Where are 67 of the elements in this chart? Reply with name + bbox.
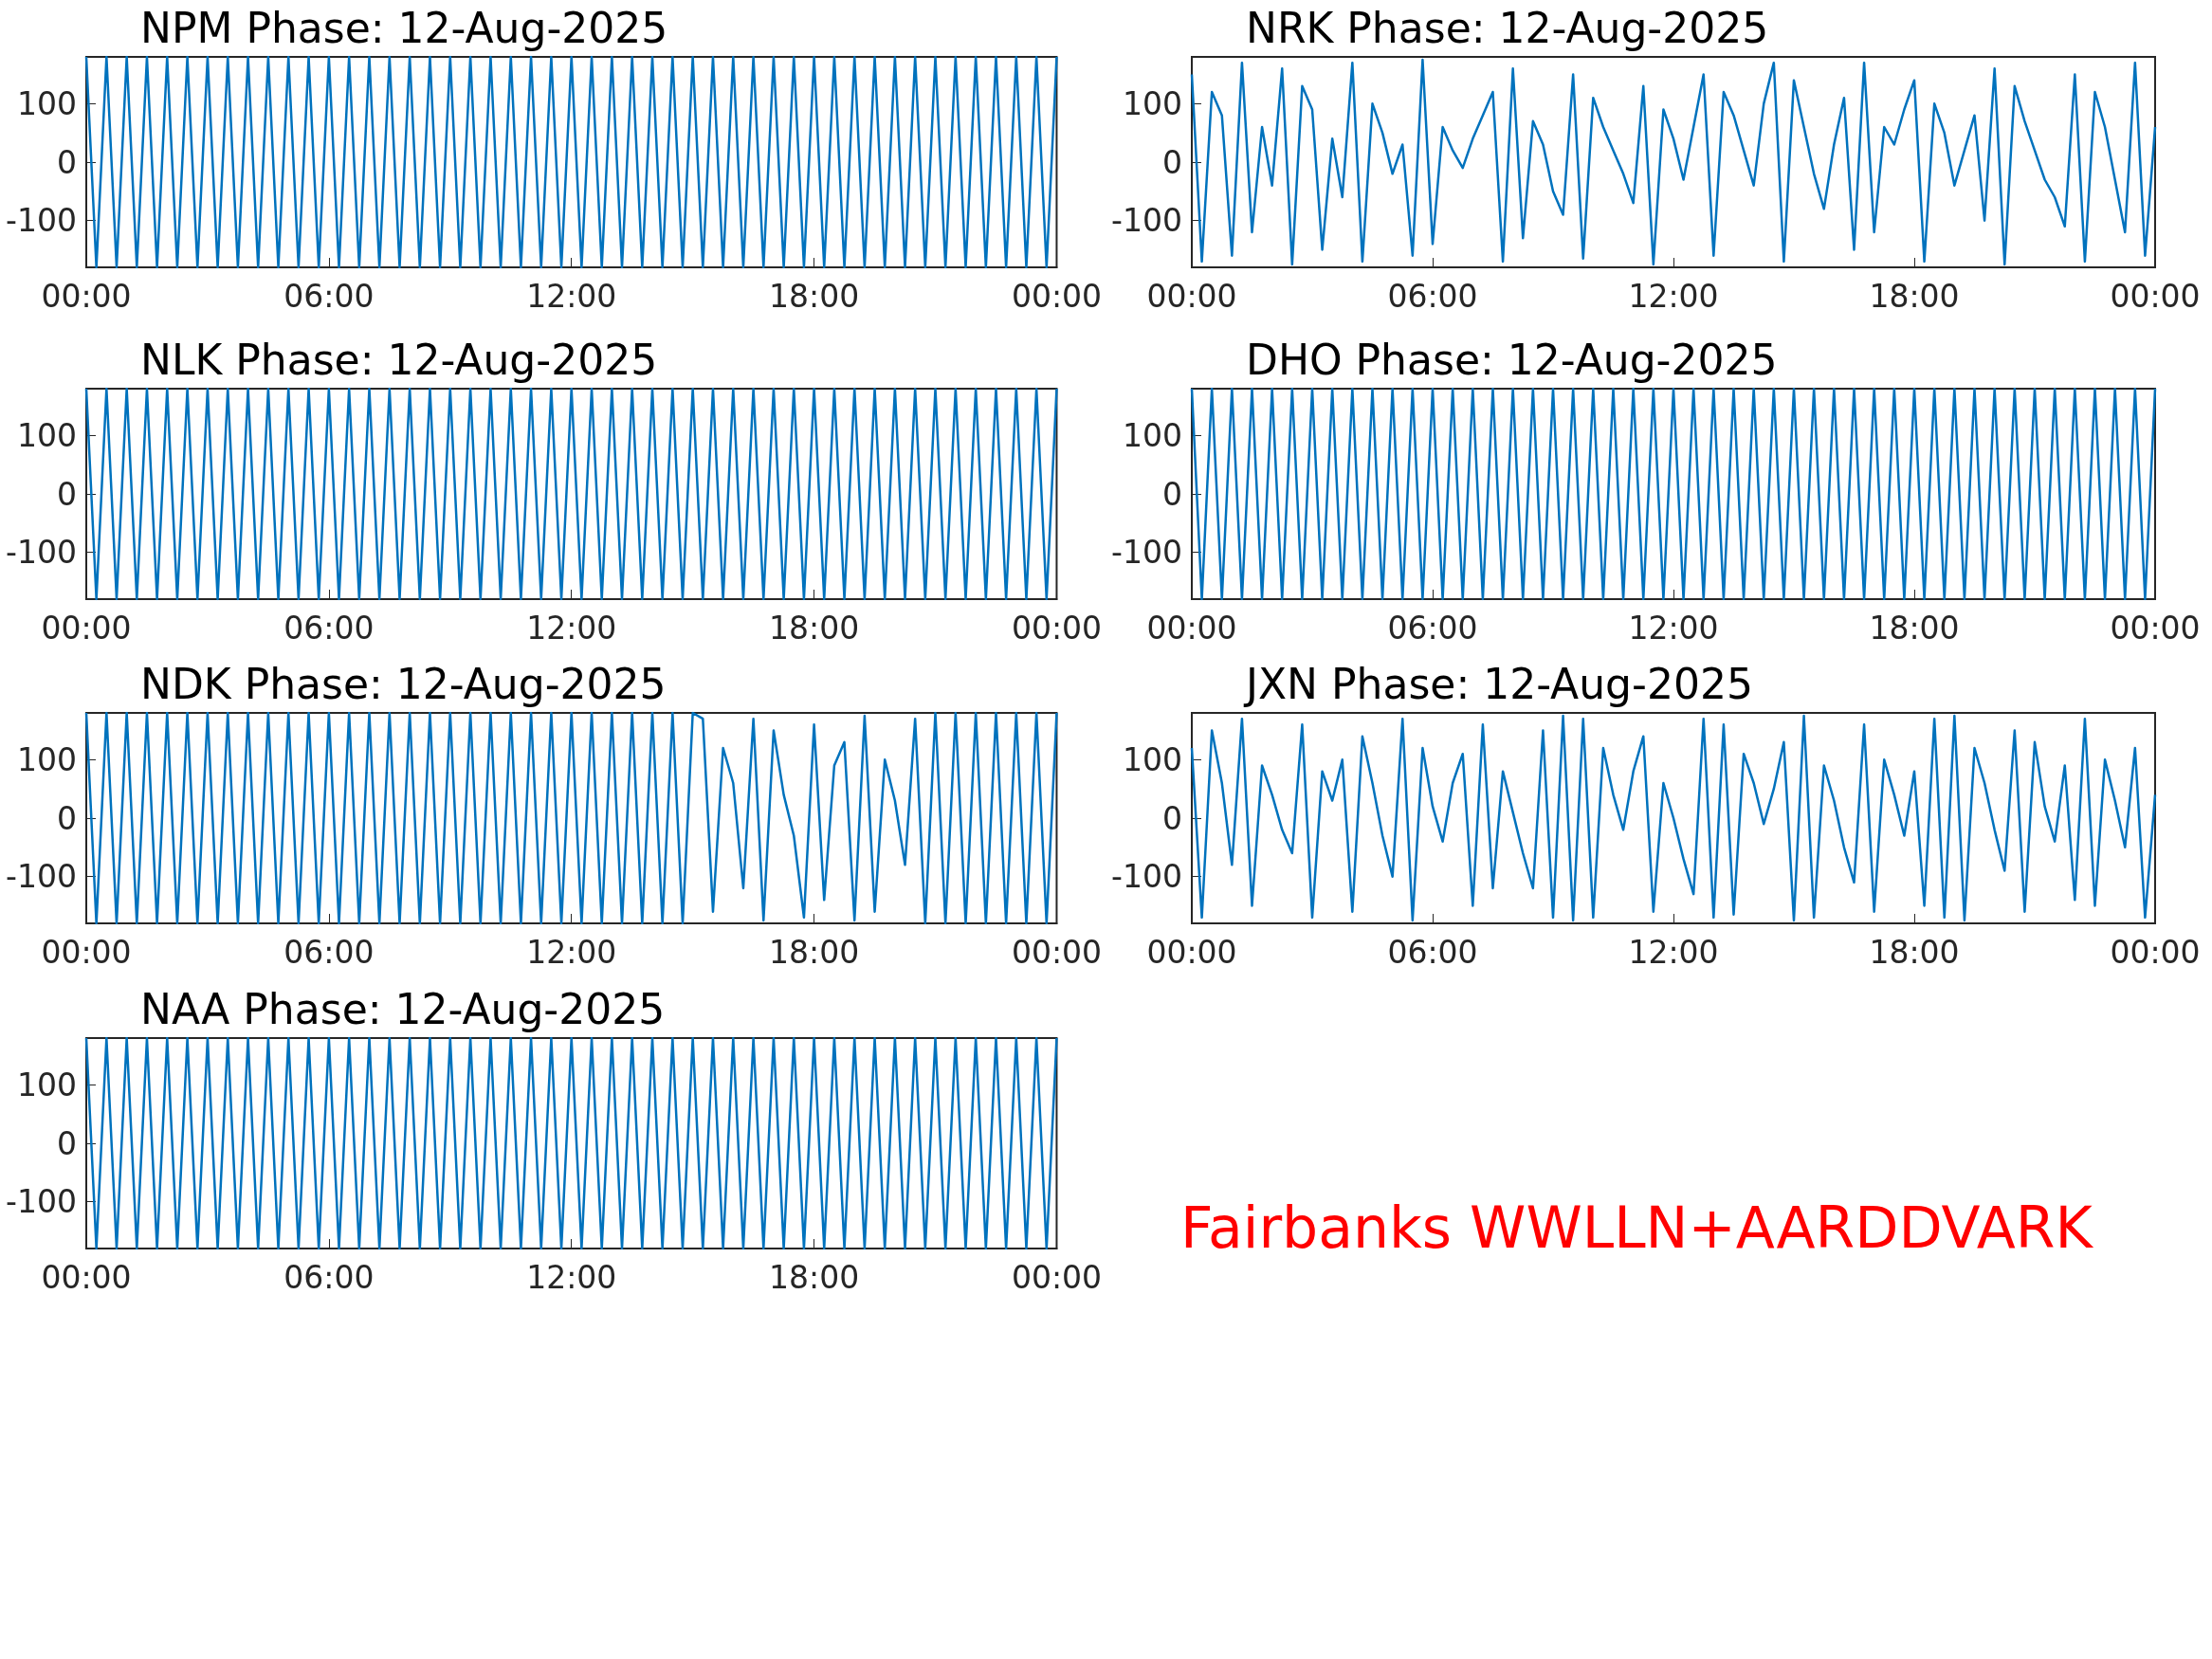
x-tick-label: 00:00 — [1011, 610, 1102, 647]
x-tick-label: 12:00 — [526, 610, 617, 647]
text: Fairbanks WWLLN+AARDDVARK — [1180, 1194, 2094, 1261]
x-tick-label: 06:00 — [1387, 278, 1478, 315]
y-tick-label: -100 — [1111, 858, 1182, 896]
y-tick-label: 0 — [1162, 143, 1182, 181]
x-tick-label: 12:00 — [526, 278, 617, 315]
y-tick-label: 100 — [17, 1066, 77, 1103]
x-tick-label: 18:00 — [769, 610, 860, 647]
y-tick-label: 0 — [57, 799, 77, 837]
x-tick-label: 00:00 — [1011, 278, 1102, 315]
chart-title: NPM Phase: 12-Aug-2025 — [140, 3, 668, 52]
y-tick-label: 100 — [17, 84, 77, 122]
x-tick-label: 12:00 — [1628, 278, 1719, 315]
y-tick-label: 100 — [17, 416, 77, 454]
x-tick-label: 18:00 — [1869, 610, 1960, 647]
y-tick-label: 100 — [1123, 740, 1182, 778]
line-series — [84, 711, 1058, 925]
x-tick-label: 00:00 — [41, 934, 132, 971]
x-tick-label: 06:00 — [283, 610, 375, 647]
x-tick-label: 00:00 — [41, 1259, 132, 1296]
y-tick-label: 100 — [1123, 416, 1182, 454]
x-tick-label: 18:00 — [769, 934, 860, 971]
x-tick-label: 06:00 — [283, 278, 375, 315]
x-tick-label: 06:00 — [283, 1259, 375, 1296]
x-tick-label: 00:00 — [2110, 610, 2201, 647]
y-tick-label: -100 — [1111, 534, 1182, 572]
y-tick-label: -100 — [6, 534, 77, 572]
chart-title: JXN Phase: 12-Aug-2025 — [1243, 659, 1753, 708]
x-tick-label: 18:00 — [769, 1259, 860, 1296]
y-tick-label: 100 — [17, 740, 77, 778]
chart-title: DHO Phase: 12-Aug-2025 — [1246, 335, 1778, 384]
chart-title: NRK Phase: 12-Aug-2025 — [1246, 3, 1769, 52]
y-tick-label: -100 — [6, 1183, 77, 1221]
line-series — [1190, 58, 2157, 266]
x-tick-label: 00:00 — [41, 278, 132, 315]
x-tick-label: 00:00 — [1146, 934, 1237, 971]
x-tick-label: 12:00 — [1628, 934, 1719, 971]
x-tick-label: 00:00 — [1146, 278, 1237, 315]
x-tick-label: 06:00 — [283, 934, 375, 971]
line-series — [1190, 714, 2157, 922]
x-tick-label: 06:00 — [1387, 934, 1478, 971]
x-tick-label: 18:00 — [769, 278, 860, 315]
x-tick-label: 00:00 — [2110, 278, 2201, 315]
x-tick-label: 18:00 — [1869, 278, 1960, 315]
x-tick-label: 18:00 — [1869, 934, 1960, 971]
y-tick-label: 0 — [57, 143, 77, 181]
x-tick-label: 00:00 — [1011, 934, 1102, 971]
y-tick-label: -100 — [6, 858, 77, 896]
chart-title: NDK Phase: 12-Aug-2025 — [140, 659, 667, 708]
x-tick-label: 00:00 — [1146, 610, 1237, 647]
x-tick-label: 12:00 — [526, 934, 617, 971]
chart-title: NLK Phase: 12-Aug-2025 — [140, 335, 658, 384]
y-tick-label: 0 — [57, 1124, 77, 1162]
x-tick-label: 06:00 — [1387, 610, 1478, 647]
x-tick-label: 00:00 — [2110, 934, 2201, 971]
y-tick-label: 100 — [1123, 84, 1182, 122]
chart-title: NAA Phase: 12-Aug-2025 — [140, 984, 666, 1033]
y-tick-label: -100 — [1111, 202, 1182, 240]
y-tick-label: -100 — [6, 202, 77, 240]
x-tick-label: 12:00 — [526, 1259, 617, 1296]
x-tick-label: 12:00 — [1628, 610, 1719, 647]
y-tick-label: 0 — [1162, 799, 1182, 837]
x-tick-label: 00:00 — [41, 610, 132, 647]
y-tick-label: 0 — [57, 475, 77, 513]
y-tick-label: 0 — [1162, 475, 1182, 513]
x-tick-label: 00:00 — [1011, 1259, 1102, 1296]
